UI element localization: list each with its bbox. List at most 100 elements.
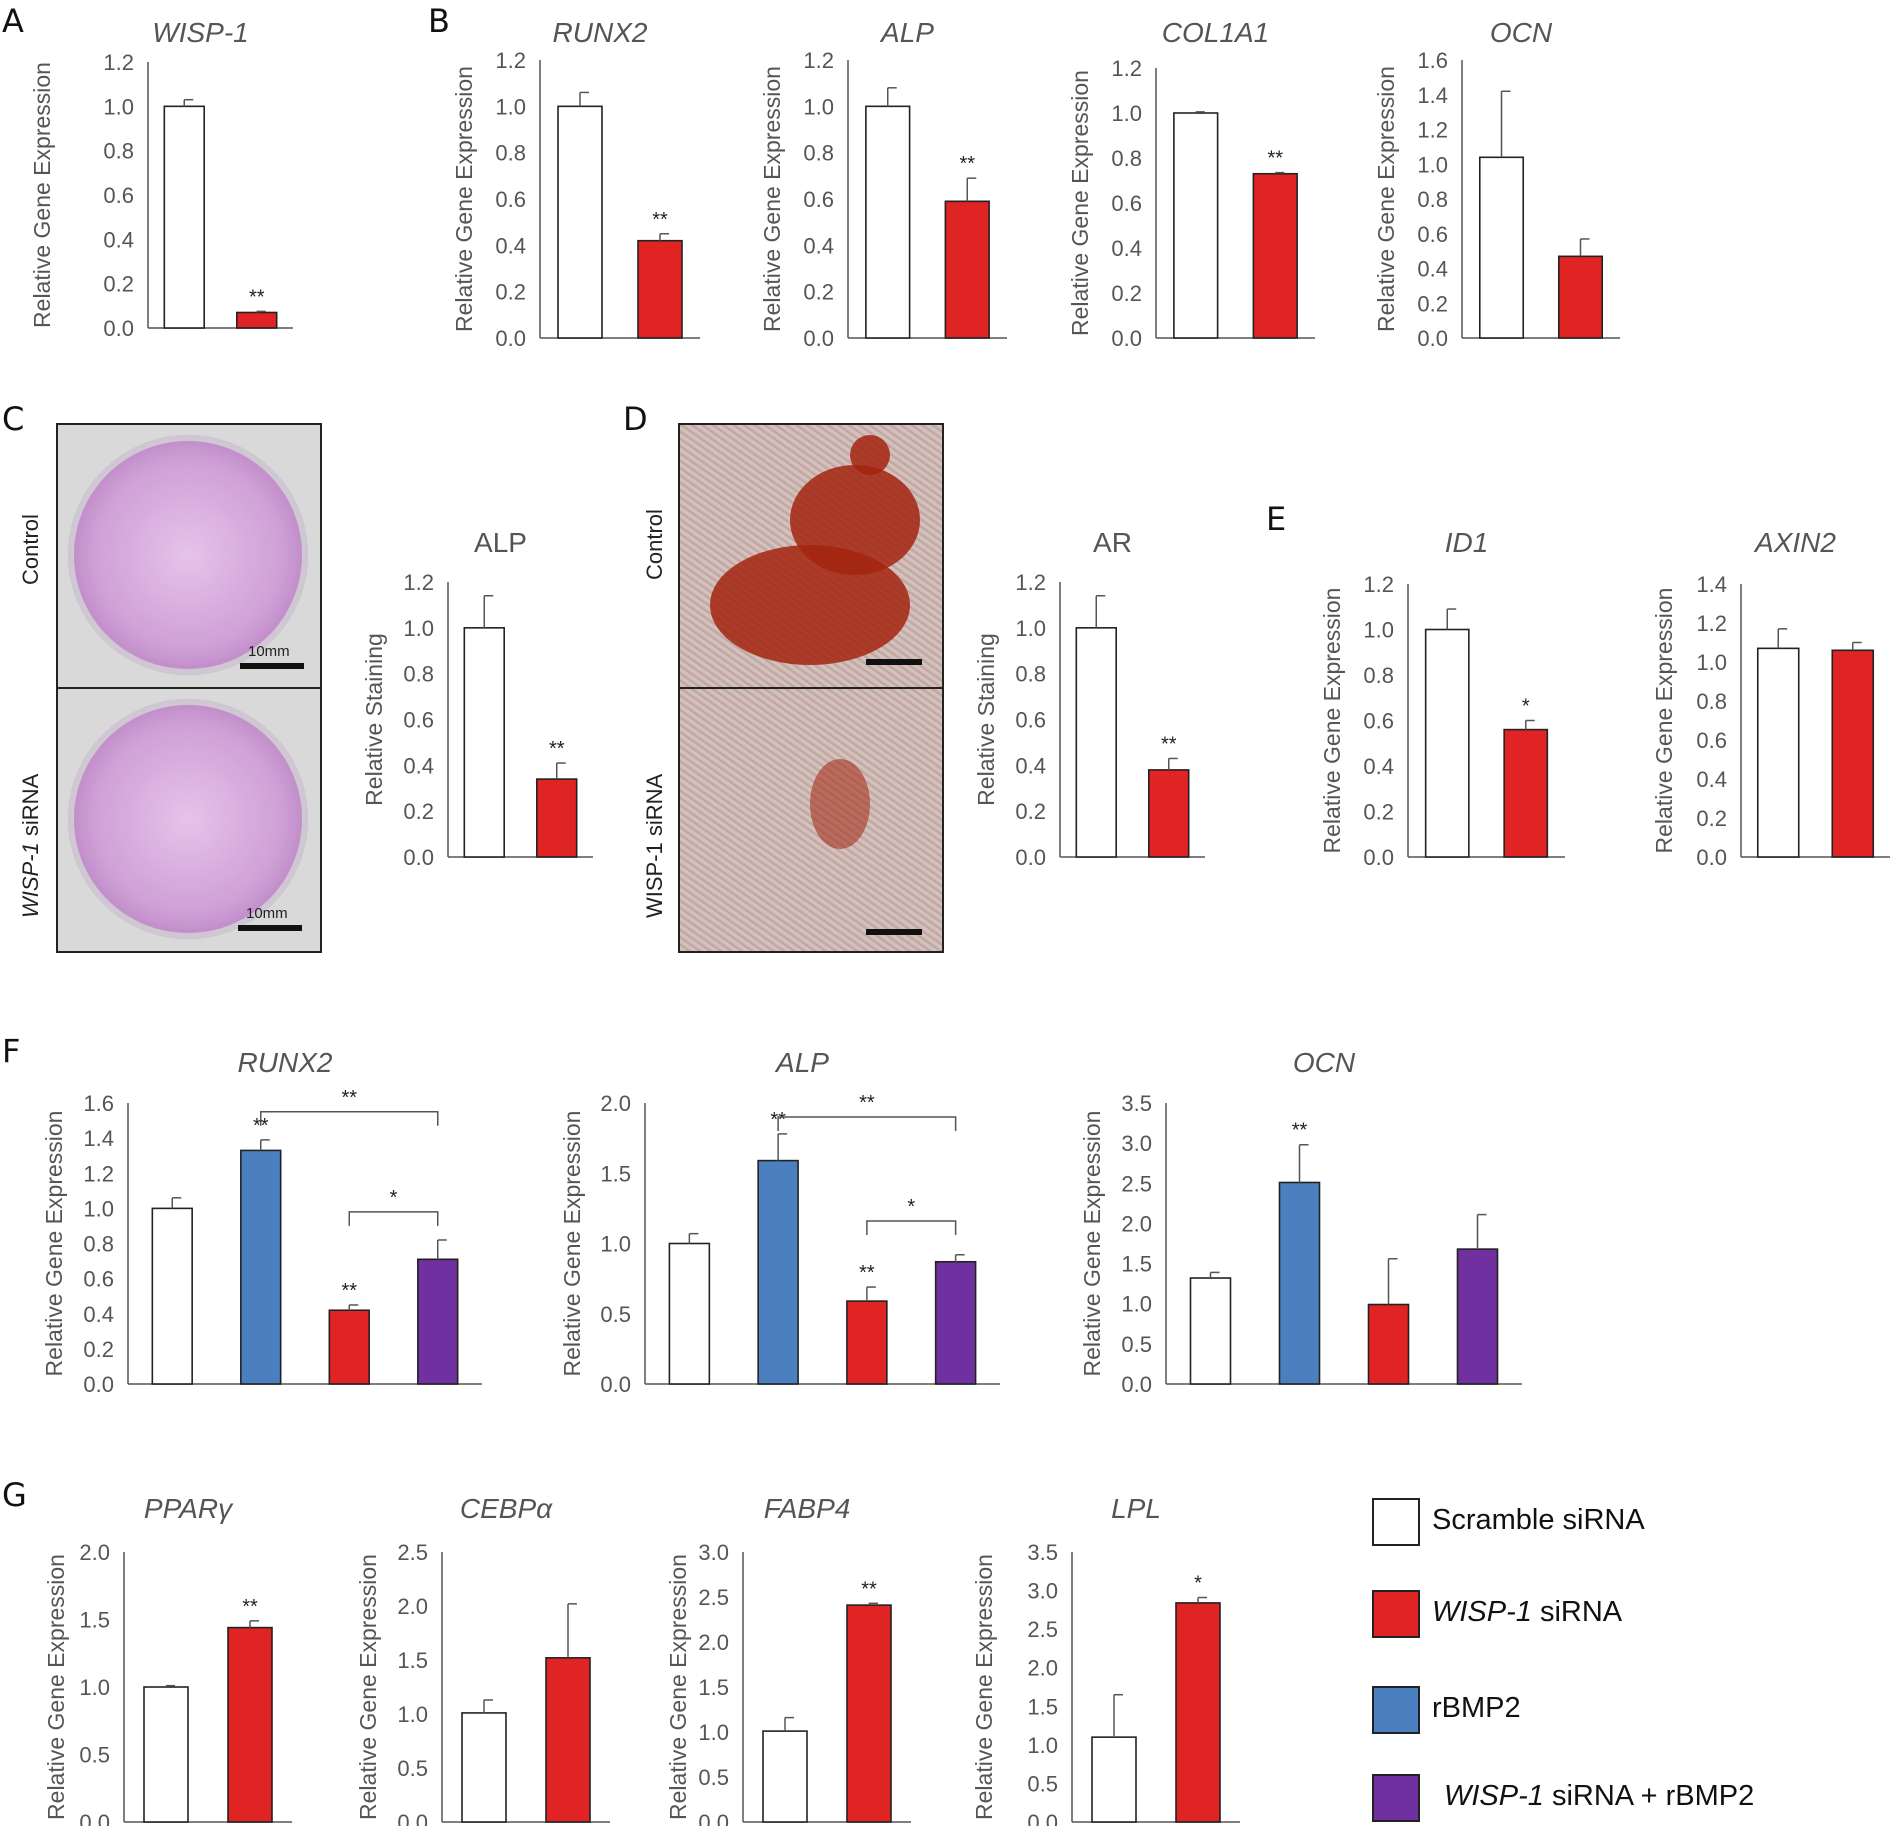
- y-tick-label: 0.0: [803, 326, 834, 351]
- stain-nodule: [810, 759, 870, 849]
- y-axis-label: Relative Gene Expression: [1319, 588, 1345, 854]
- legend-label-scramble-text: Scramble siRNA: [1432, 1504, 1645, 1536]
- legend-label-wisp1-gene: WISP-1: [1432, 1596, 1532, 1628]
- bar: [1456, 1248, 1499, 1385]
- chart-b-ocn: 0.0 0.2 0.4 0.6 0.8 1.0 1.2 1.4 1.6 Relative Gene…: [1373, 17, 1620, 351]
- bar: [143, 1686, 189, 1823]
- ar-stain-photo-wisp1-sirna: [678, 687, 944, 953]
- stain-nodule: [850, 435, 890, 475]
- y-tick-label: 0.0: [83, 1372, 114, 1397]
- chart-title: ALP: [474, 527, 527, 558]
- y-tick-label: 0.6: [495, 187, 526, 212]
- bar: [668, 1242, 711, 1385]
- y-tick-label: 1.2: [1363, 572, 1394, 597]
- y-tick-label: 0.4: [1015, 753, 1046, 778]
- y-tick-label: 2.5: [1121, 1171, 1152, 1196]
- y-tick-label: 2.0: [698, 1630, 729, 1655]
- y-tick-label: 0.6: [1111, 191, 1142, 216]
- chart-title: AXIN2: [1753, 527, 1836, 558]
- significance-marker: **: [249, 286, 265, 308]
- chart-b-alp: 0.0 0.2 0.4 0.6 0.8 1.0 1.2 Relative Gene Expre…: [759, 17, 1007, 351]
- scale-bar: [238, 925, 302, 931]
- y-tick-label: 0.2: [1111, 281, 1142, 306]
- y-tick-label: 1.6: [1417, 48, 1448, 73]
- bar: [227, 1626, 273, 1823]
- chart-a-wisp1: 0.0 0.2 0.4 0.6 0.8 1.0 1.2 Relative Gene Expre…: [29, 17, 293, 341]
- bar: [944, 200, 990, 339]
- y-tick-label: 1.0: [1027, 1733, 1058, 1758]
- chart-f-runx2: 0.0 0.2 0.4 0.6 0.8 1.0 1.2 1.4 1.6 Relative Gene…: [41, 1047, 482, 1397]
- y-tick-label: 2.0: [1027, 1656, 1058, 1681]
- panel-label-c: C: [2, 400, 25, 438]
- significance-marker: **: [341, 1280, 357, 1302]
- y-tick-label: 0.6: [103, 183, 134, 208]
- bar: [1075, 627, 1117, 858]
- significance-marker: **: [959, 153, 975, 175]
- chart-g-pparg: 0.0 0.5 1.0 1.5 2.0 Relative Gene Expression P…: [43, 1493, 292, 1826]
- y-tick-label: 1.2: [1696, 611, 1727, 636]
- legend-label-wisp1-sirna-rbmp2: WISP-1 siRNA + rBMP2: [1444, 1780, 1754, 1813]
- significance-marker: **: [859, 1092, 875, 1114]
- y-tick-label: 0.8: [1417, 187, 1448, 212]
- y-tick-label: 1.2: [83, 1161, 114, 1186]
- y-tick-label: 0.2: [103, 272, 134, 297]
- chart-title: OCN: [1293, 1047, 1356, 1078]
- y-tick-label: 0.8: [1111, 146, 1142, 171]
- chart-title: LPL: [1111, 1493, 1161, 1524]
- y-tick-label: 1.4: [1417, 83, 1448, 108]
- y-tick-label: 0.2: [403, 799, 434, 824]
- y-tick-label: 0.8: [1696, 689, 1727, 714]
- bar: [1252, 172, 1298, 339]
- y-tick-label: 1.0: [803, 94, 834, 119]
- y-tick-label: 3.5: [1121, 1091, 1152, 1116]
- legend-swatch-rbmp2: [1372, 1686, 1420, 1734]
- y-tick-label: 0.4: [1363, 754, 1394, 779]
- y-tick-label: 0.4: [495, 233, 526, 258]
- chart-title: OCN: [1490, 17, 1553, 48]
- y-tick-label: 1.0: [79, 1675, 110, 1700]
- legend-label-combo-rest: siRNA + rBMP2: [1543, 1780, 1755, 1812]
- y-tick-label: 1.4: [83, 1126, 114, 1151]
- y-tick-label: 0.6: [1015, 708, 1046, 733]
- bar: [1091, 1736, 1137, 1823]
- scale-bar: [866, 929, 922, 935]
- y-tick-label: 2.5: [698, 1585, 729, 1610]
- y-tick-label: 0.0: [1696, 845, 1727, 870]
- panel-label-g: G: [2, 1476, 27, 1514]
- y-axis-label: Relative Staining: [361, 633, 387, 806]
- bar: [1278, 1181, 1321, 1385]
- legend-swatch-scramble-sirna: [1372, 1498, 1420, 1546]
- y-axis-label: Relative Gene Expression: [29, 62, 55, 328]
- significance-marker: **: [1292, 1120, 1308, 1142]
- bar: [1189, 1277, 1232, 1385]
- stain-nodule: [790, 465, 920, 575]
- y-tick-label: 0.5: [1121, 1332, 1152, 1357]
- chart-f-alp: 0.0 0.5 1.0 1.5 2.0 Relative Gene Expression A…: [559, 1047, 1000, 1397]
- bar: [463, 627, 505, 858]
- chart-title: PPARγ: [144, 1493, 234, 1524]
- y-tick-label: 1.5: [79, 1608, 110, 1633]
- y-tick-label: 1.0: [103, 94, 134, 119]
- y-tick-label: 3.0: [698, 1540, 729, 1565]
- y-tick-label: 0.0: [495, 326, 526, 351]
- bar: [1173, 112, 1219, 339]
- scale-bar-label: 10mm: [246, 905, 288, 922]
- bar: [1503, 728, 1549, 858]
- y-tick-label: 2.0: [397, 1594, 428, 1619]
- y-tick-label: 1.6: [83, 1091, 114, 1116]
- y-tick-label: 2.0: [1121, 1211, 1152, 1236]
- bar: [236, 311, 278, 329]
- y-tick-label: 3.0: [1027, 1579, 1058, 1604]
- significance-marker: *: [1522, 696, 1530, 718]
- y-tick-label: 1.2: [103, 50, 134, 75]
- y-tick-label: 1.2: [1111, 56, 1142, 81]
- legend-label-rbmp2-text: rBMP2: [1432, 1692, 1521, 1724]
- legend-swatch-wisp1-sirna: [1372, 1590, 1420, 1638]
- chart-title: ID1: [1445, 527, 1489, 558]
- y-tick-label: 1.2: [403, 570, 434, 595]
- chart-b-col1a1: 0.0 0.2 0.4 0.6 0.8 1.0 1.2 Relative Gene Expre…: [1067, 17, 1315, 351]
- y-tick-label: 0.5: [600, 1302, 631, 1327]
- scale-bar: [240, 663, 304, 669]
- y-tick-label: 0.5: [79, 1743, 110, 1768]
